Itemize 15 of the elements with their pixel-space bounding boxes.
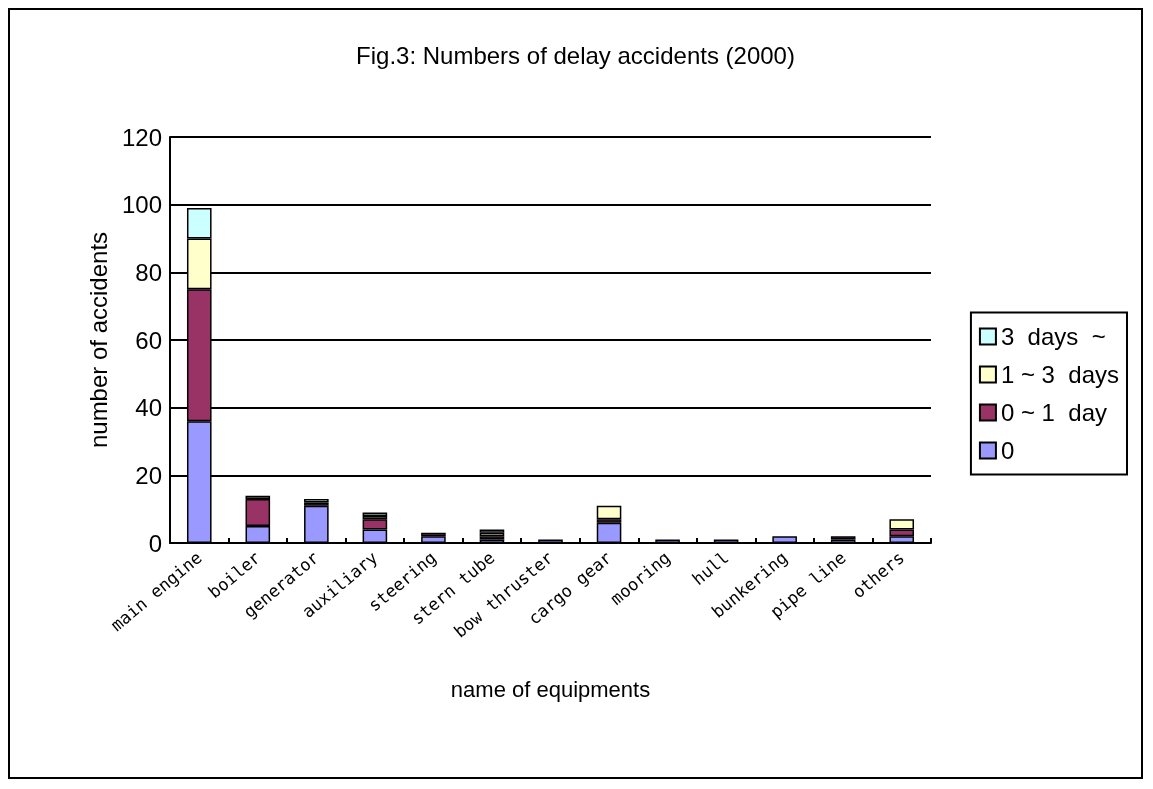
legend-label: 0 — [1000, 437, 1015, 464]
y-tick-label: 100 — [121, 191, 162, 219]
y-tick-label: 40 — [135, 394, 162, 422]
y-tick-label: 60 — [135, 326, 162, 354]
chart-title: Fig.3: Numbers of delay accidents (2000) — [356, 41, 795, 69]
legend-label: 0 ~ 1 day — [1000, 399, 1107, 426]
y-tick-label: 0 — [148, 529, 162, 557]
legend-label: 1 ~ 3 days — [1000, 361, 1119, 388]
y-axis-title: number of accidents — [84, 231, 112, 449]
y-tick-label: 120 — [121, 123, 162, 151]
bar — [596, 505, 622, 520]
y-tick-label: 20 — [135, 461, 162, 489]
x-axis-title: name of equipments — [450, 676, 651, 702]
legend-label: 3 days ~ — [1000, 323, 1106, 350]
y-tick-label: 80 — [135, 258, 162, 286]
